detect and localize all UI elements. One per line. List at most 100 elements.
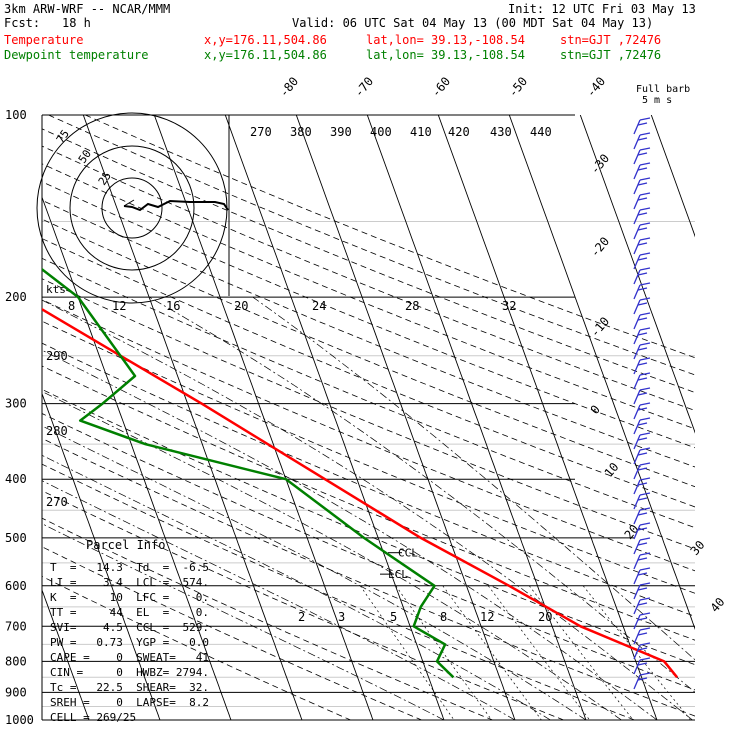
wind-barb-flag — [637, 317, 648, 321]
dry-adiabat — [48, 115, 695, 376]
wind-barb — [633, 674, 641, 690]
wind-barb-flag — [639, 192, 651, 196]
hodo-ring-label: 50 — [76, 147, 94, 165]
dry-adiabat — [42, 163, 695, 430]
parcel-row: SVI= 4.5 CCL = 529. — [50, 621, 209, 634]
model-title: 3km ARW-WRF -- NCAR/MMM — [4, 2, 171, 16]
wind-barb-flag — [637, 182, 648, 186]
theta-label: 400 — [370, 125, 392, 139]
parcel-row: CIN = 0 HWBZ= 2794. — [50, 666, 209, 679]
hodograph-trace — [123, 199, 229, 212]
isotherm-line — [579, 115, 695, 434]
parcel-info-box: Parcel Info T = 14.3 Td = -6.5 LI = 3.4 … — [42, 538, 230, 728]
wind-barb-flag — [637, 242, 648, 246]
hodograph-ring — [101, 177, 163, 239]
parcel-info-title: Parcel Info — [86, 538, 166, 552]
pressure-tick-label: 1000 — [5, 713, 34, 727]
wind-barb-flag — [637, 197, 648, 201]
wind-barb — [633, 659, 641, 675]
wind-barb — [633, 119, 641, 135]
parcel-row: PW = 0.73 YGP = 0.0 — [50, 636, 209, 649]
wind-barb — [633, 374, 641, 390]
pressure-tick-label: 800 — [5, 654, 27, 668]
wind-barb-flag — [639, 402, 651, 406]
theta-label: 380 — [290, 125, 312, 139]
temperature-curve — [42, 307, 679, 679]
dry-adiabat — [42, 546, 422, 720]
forecast-hour: 18 h — [62, 16, 91, 30]
moist-adiabat — [42, 349, 658, 720]
wind-barb-flag — [639, 537, 651, 541]
wind-barb-flag — [639, 642, 651, 646]
wind-barb-flag — [639, 132, 651, 136]
wind-barb — [633, 134, 641, 150]
wind-barb-flag — [637, 617, 648, 621]
wind-barb-flag — [637, 587, 648, 591]
wind-barb-flag — [639, 477, 651, 481]
wind-barb — [633, 239, 641, 255]
dry-adiabat — [85, 115, 695, 359]
dry-adiabat — [42, 463, 635, 720]
wind-barb-flag — [639, 627, 651, 631]
dewpoint-latlon: lat,lon= 39.13,-108.54 — [366, 48, 525, 62]
hodo-speed-label: 28 — [405, 299, 419, 313]
dry-adiabat — [42, 413, 695, 691]
theta-label: 290 — [46, 349, 68, 363]
pressure-tick-label: 100 — [5, 108, 27, 122]
wind-barb-flag — [639, 492, 651, 496]
wind-barb-flag — [637, 257, 648, 261]
parcel-row: Tc = 22.5 SHEAR= 32. — [50, 681, 209, 694]
wind-barb-flag — [637, 602, 648, 606]
wind-barb — [633, 194, 641, 210]
wind-barb-flag — [639, 447, 651, 451]
wind-barb-flag — [637, 677, 648, 681]
isotherm-label: -30 — [588, 151, 613, 177]
parcel-row: K = 10 LFC = 0. — [50, 591, 209, 604]
wind-barb-flag — [639, 162, 651, 166]
wind-barb-flag — [639, 567, 651, 571]
isotherm-label: 20 — [622, 522, 642, 542]
wind-barb-flag — [637, 332, 648, 336]
theta-label: 270 — [46, 495, 68, 509]
wind-barb-flag — [637, 662, 648, 666]
wind-barb-flag — [637, 272, 648, 276]
wind-barb-flag — [639, 372, 651, 376]
wind-barb — [633, 149, 641, 165]
ccl-label: CCL — [398, 547, 418, 560]
theta-label: 270 — [250, 125, 272, 139]
wind-barb-flag — [639, 282, 651, 286]
isotherm-line — [508, 115, 695, 630]
pressure-tick-label: 200 — [5, 290, 27, 304]
isotherm-label: 0 — [588, 402, 603, 417]
wind-barb-flag — [639, 522, 651, 526]
pressure-tick-label: 400 — [5, 472, 27, 486]
wind-barb-flag — [637, 437, 648, 441]
wind-barb-flag — [637, 482, 648, 486]
wind-barb-flag — [639, 552, 651, 556]
dry-adiabat — [42, 128, 695, 393]
isotherm-label: -80 — [277, 74, 302, 100]
mixing-ratio-label: 8 — [440, 610, 447, 624]
temperature-latlon: lat,lon= 39.13,-108.54 — [366, 33, 525, 47]
wind-barb — [633, 284, 641, 300]
hodo-speed-label: 16 — [166, 299, 180, 313]
wind-barb-flag — [639, 597, 651, 601]
isotherm-line — [42, 588, 90, 720]
wind-barb — [633, 269, 641, 285]
wind-barb-flag — [639, 267, 651, 271]
wind-barb-flag — [639, 237, 651, 241]
hodograph-ring — [69, 145, 195, 271]
wind-barb — [633, 254, 641, 270]
wind-barb-flag — [637, 512, 648, 516]
wind-barb — [633, 599, 641, 615]
parcel-row: TT = 44 EL = 0. — [50, 606, 209, 619]
theta-label: 420 — [448, 125, 470, 139]
wind-barb-flag — [637, 137, 648, 141]
isotherm-line — [224, 115, 445, 720]
wind-barb-flag — [637, 407, 648, 411]
wind-barb-flag — [639, 612, 651, 616]
wind-barb — [633, 629, 641, 645]
wind-barb — [633, 614, 641, 630]
isotherm-line — [722, 115, 740, 720]
isotherm-label: -20 — [588, 234, 613, 260]
